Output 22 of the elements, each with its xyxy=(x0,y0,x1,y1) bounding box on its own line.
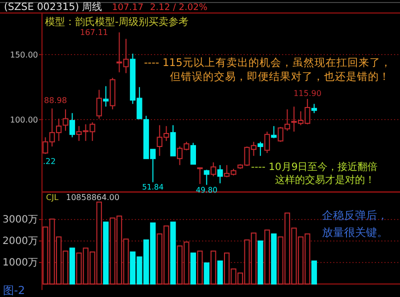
annotation: 图-2 xyxy=(3,284,25,297)
title: CJL xyxy=(46,193,58,202)
title: (SZSE 002315) 周线 xyxy=(4,2,102,13)
annotation: 放量很关键。 xyxy=(322,226,388,239)
ytick: 2000万 xyxy=(2,236,38,247)
ytick: 100.00 xyxy=(10,116,38,125)
annotation: 企稳反弹后， xyxy=(322,209,388,222)
annotation: 167.11 xyxy=(80,28,108,37)
annotation: 2.12 / 2.02% xyxy=(150,3,208,13)
annotation: 但错误的交易，即便结果对了，也还是错的！ xyxy=(170,71,390,83)
annotation: 88.98 xyxy=(44,96,67,105)
ytick: 1000万 xyxy=(2,258,38,268)
annotation: ---- 115元以上有卖出的机会，虽然现在扛回来了， xyxy=(144,57,392,69)
annotation: 这样的交易才是对的！ xyxy=(275,175,375,186)
ytick: 3000万 xyxy=(2,214,38,226)
subtitle: 模型：韵氏模型-周级别买卖参考 xyxy=(45,17,189,28)
annotation: .22 xyxy=(43,157,56,166)
subtitle: 10858864.00 xyxy=(66,193,120,202)
annotation: ---- 10月9日至今，接近翻倍 xyxy=(251,162,378,173)
ytick: 150.00 xyxy=(10,50,38,60)
annotation: 107.17 xyxy=(112,3,144,13)
annotation: 115.90 xyxy=(293,88,322,98)
